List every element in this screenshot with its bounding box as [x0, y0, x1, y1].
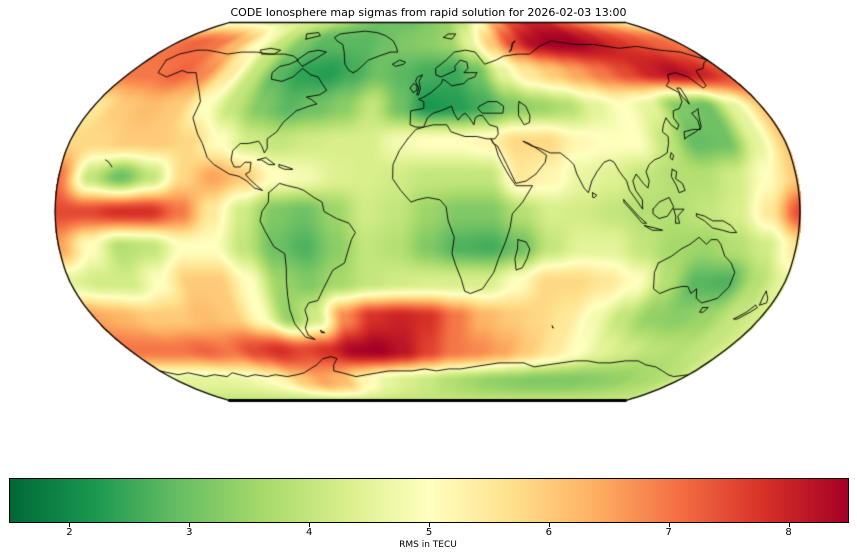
colorbar-tick-label: 3 [186, 527, 193, 538]
colorbar-tick [429, 523, 430, 527]
colorbar-gradient [9, 478, 849, 523]
colorbar-tick [69, 523, 71, 527]
colorbar-tick-label: 2 [66, 527, 73, 538]
colorbar-tick [309, 523, 311, 527]
colorbar-tick-label: 8 [785, 527, 792, 538]
plot-title: CODE Ionosphere map sigmas from rapid so… [230, 6, 627, 19]
colorbar-tick-label: 5 [425, 527, 433, 538]
world-map-canvas [0, 0, 857, 460]
colorbar-tick [189, 523, 191, 527]
colorbar-label: RMS in TECU [399, 540, 457, 550]
colorbar-tick [788, 523, 790, 527]
colorbar-tick-label: 4 [305, 527, 313, 538]
colorbar-tick [668, 523, 670, 527]
colorbar-tick-label: 7 [665, 527, 672, 538]
colorbar-tick [548, 523, 550, 527]
colorbar-tick-label: 6 [545, 527, 553, 538]
